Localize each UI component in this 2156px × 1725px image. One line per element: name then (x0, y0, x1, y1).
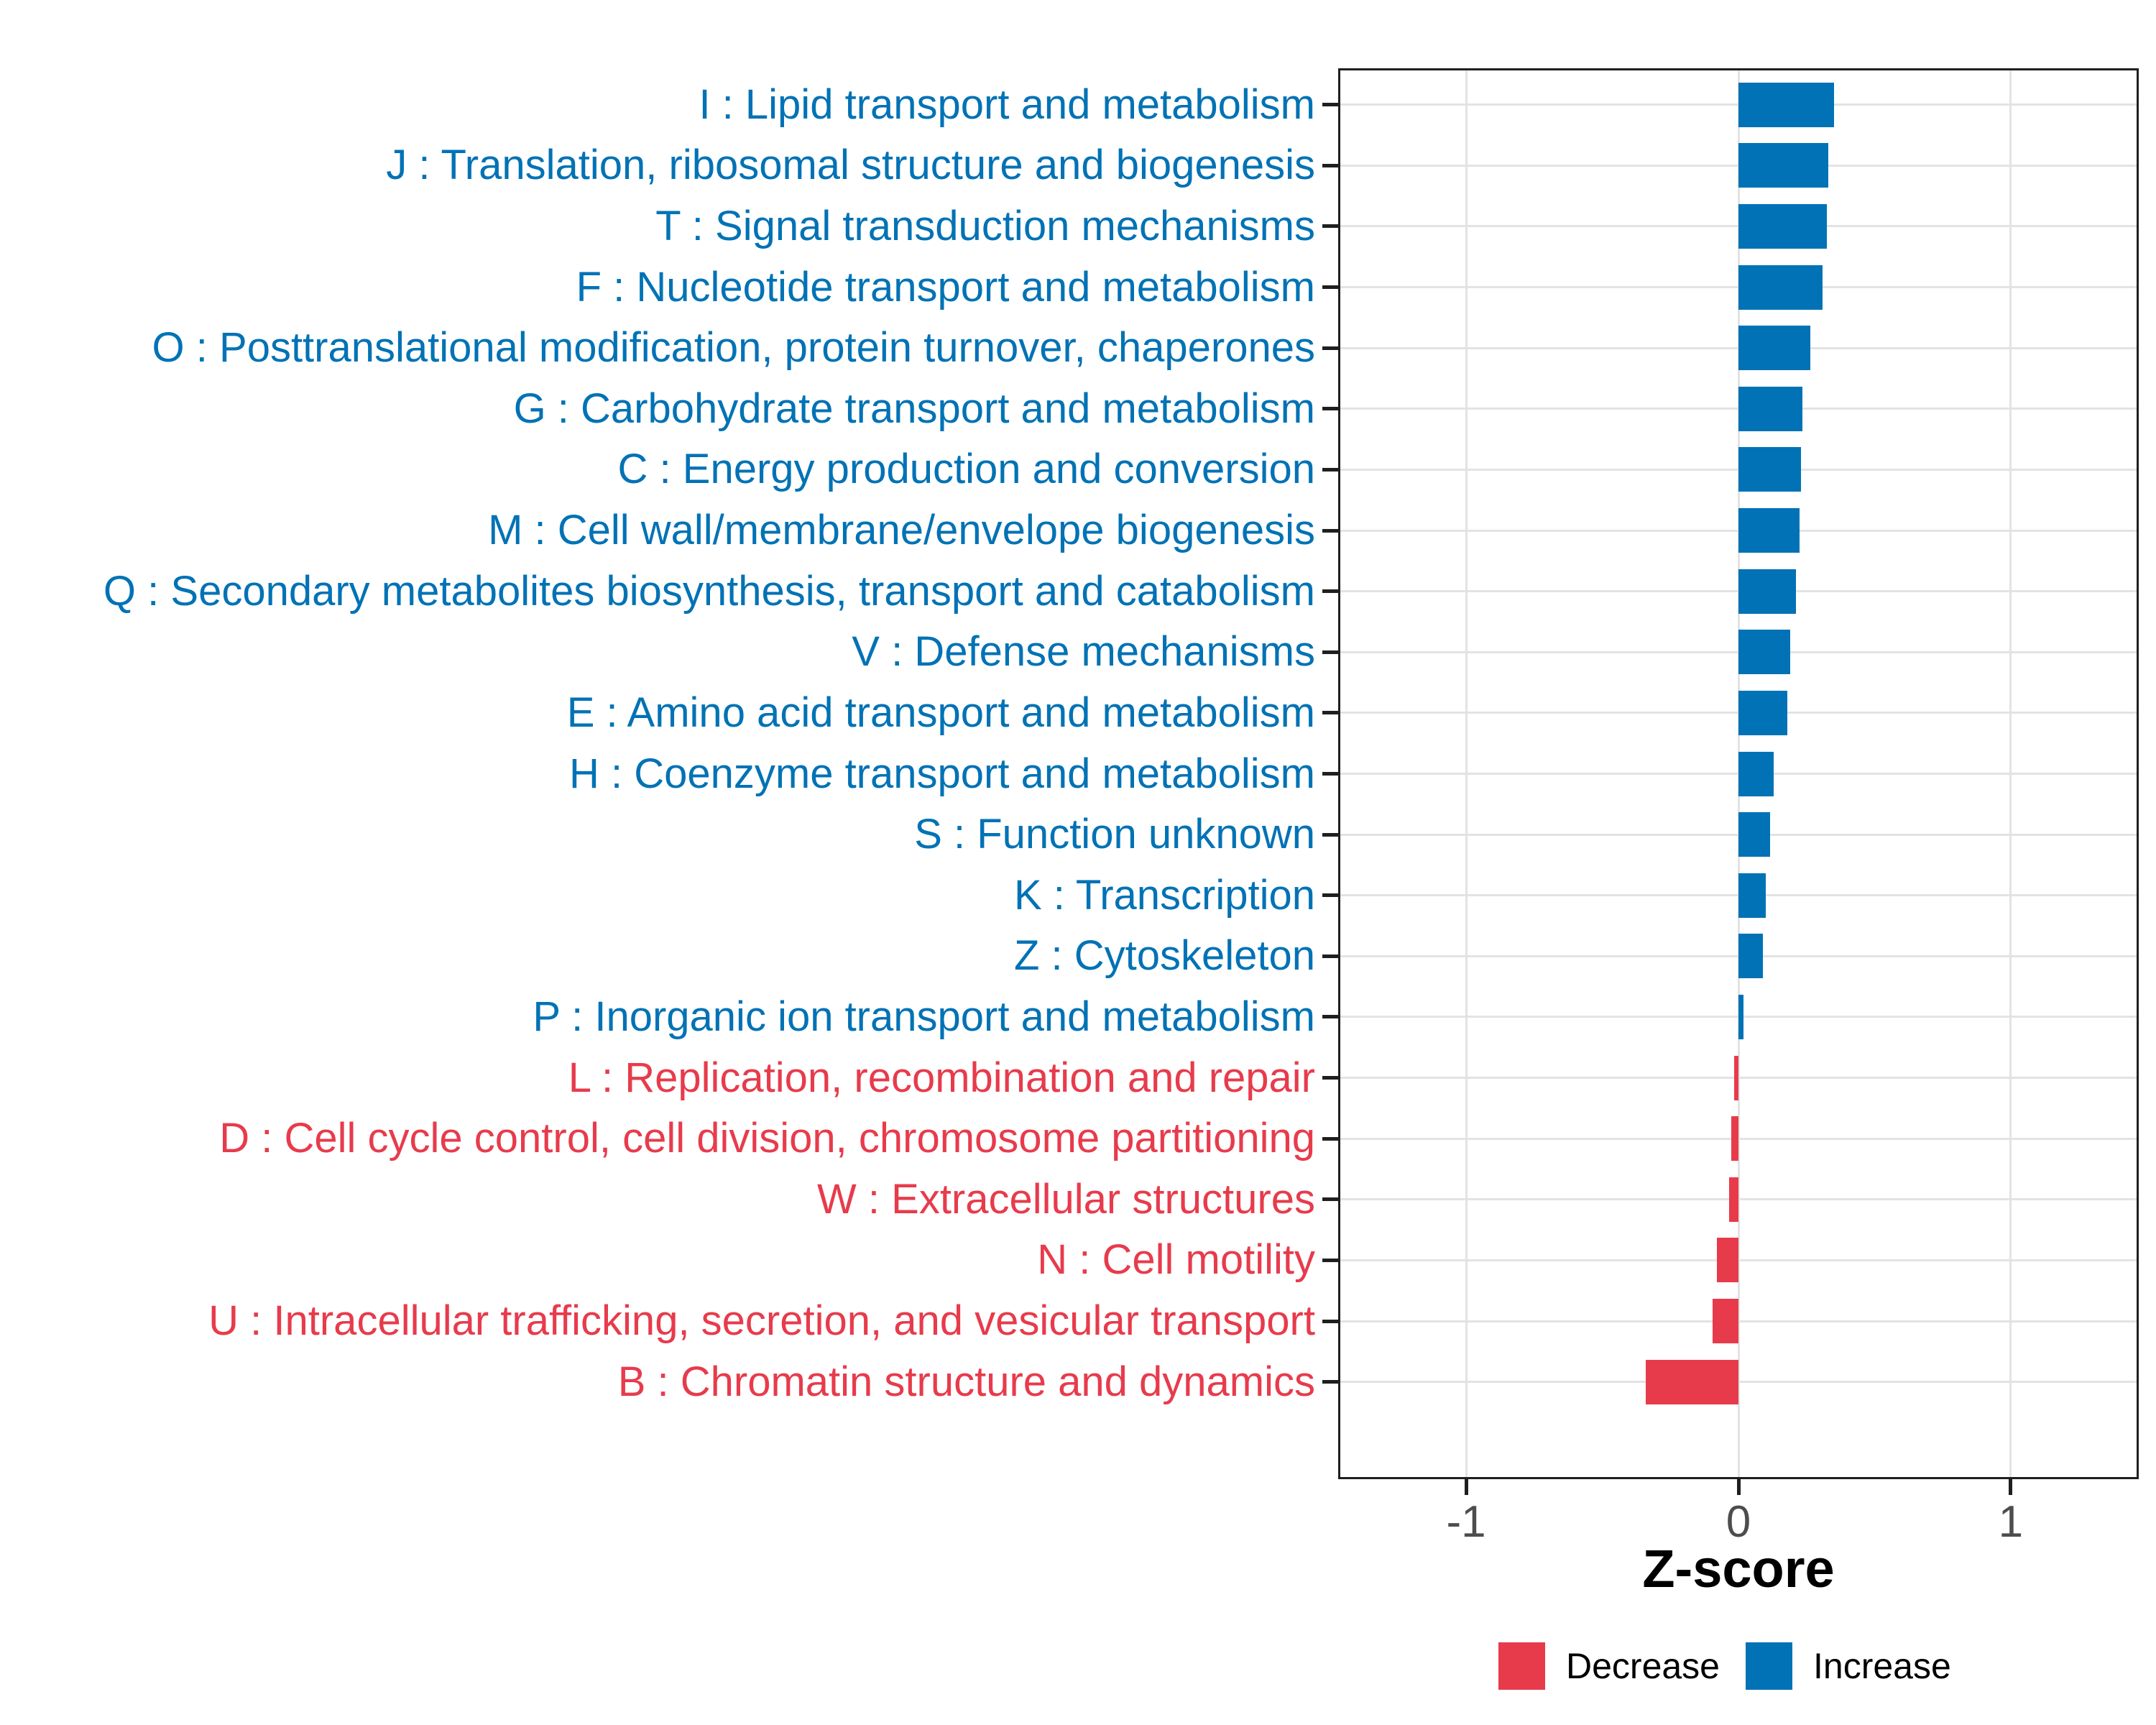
legend-item-decrease: Decrease (1498, 1642, 1720, 1690)
y-tick (1322, 711, 1338, 715)
y-tick (1322, 1076, 1338, 1080)
category-label: I : Lipid transport and metabolism (699, 80, 1315, 128)
y-tick (1322, 1319, 1338, 1323)
category-label: P : Inorganic ion transport and metaboli… (533, 993, 1315, 1041)
category-label: J : Translation, ribosomal structure and… (386, 142, 1315, 189)
y-tick (1322, 954, 1338, 958)
bar-J (1738, 143, 1829, 188)
legend-label: Decrease (1566, 1646, 1720, 1686)
category-label: Z : Cytoskeleton (1013, 932, 1315, 980)
x-tick (1464, 1479, 1468, 1495)
x-axis-title: Z-score (1642, 1539, 1835, 1598)
gridline-x (2009, 68, 2012, 1479)
x-tick-label: 0 (1726, 1497, 1751, 1547)
bar-P (1738, 994, 1743, 1039)
category-label: L : Replication, recombination and repai… (568, 1054, 1315, 1101)
bar-L (1733, 1055, 1738, 1100)
y-tick (1322, 1015, 1338, 1019)
y-tick (1322, 893, 1338, 898)
category-label: Q : Secondary metabolites biosynthesis, … (103, 567, 1315, 615)
x-tick-label: -1 (1446, 1497, 1486, 1547)
category-label: S : Function unknown (914, 811, 1315, 858)
gridline-x (1465, 68, 1468, 1479)
y-tick (1322, 589, 1338, 594)
bar-C (1738, 447, 1802, 492)
bar-K (1738, 873, 1766, 918)
y-tick (1322, 407, 1338, 411)
y-tick (1322, 467, 1338, 472)
x-tick (2009, 1479, 2013, 1495)
y-tick (1322, 224, 1338, 229)
bar-H (1738, 751, 1774, 796)
x-tick-label: 1 (1998, 1497, 2024, 1547)
legend-swatch-increase (1746, 1642, 1792, 1690)
category-label: V : Defense mechanisms (852, 628, 1315, 676)
category-label: E : Amino acid transport and metabolism (566, 689, 1315, 736)
category-label: G : Carbohydrate transport and metabolis… (513, 385, 1315, 432)
y-tick (1322, 528, 1338, 533)
y-tick (1322, 772, 1338, 776)
bar-Z (1738, 934, 1764, 979)
bar-T (1738, 203, 1828, 249)
legend-swatch-decrease (1498, 1642, 1545, 1690)
bar-I (1738, 82, 1834, 127)
bar-Q (1738, 569, 1796, 614)
bar-W (1728, 1177, 1738, 1222)
bar-U (1713, 1299, 1738, 1343)
category-label: K : Transcription (1013, 871, 1315, 919)
bar-N (1716, 1238, 1738, 1283)
category-label: T : Signal transduction mechanisms (655, 203, 1315, 250)
y-tick (1322, 285, 1338, 290)
category-label: D : Cell cycle control, cell division, c… (219, 1115, 1315, 1162)
y-tick (1322, 346, 1338, 350)
bar-S (1738, 812, 1770, 857)
y-tick (1322, 1197, 1338, 1202)
bar-E (1738, 690, 1788, 735)
y-tick (1322, 103, 1338, 107)
category-label: W : Extracellular structures (817, 1175, 1315, 1223)
category-label: C : Energy production and conversion (617, 446, 1315, 493)
bar-M (1738, 508, 1800, 553)
legend: Decrease Increase (1498, 1642, 1951, 1690)
category-label: M : Cell wall/membrane/envelope biogenes… (488, 507, 1315, 554)
category-label: N : Cell motility (1037, 1236, 1315, 1284)
y-tick (1322, 163, 1338, 167)
category-label: O : Posttranslational modification, prot… (152, 324, 1315, 372)
category-label: U : Intracellular trafficking, secretion… (208, 1297, 1315, 1345)
y-tick (1322, 1380, 1338, 1384)
category-label: H : Coenzyme transport and metabolism (569, 750, 1315, 797)
bar-B (1646, 1359, 1738, 1404)
category-label: F : Nucleotide transport and metabolism (576, 263, 1315, 310)
x-tick (1736, 1479, 1741, 1495)
y-tick (1322, 1136, 1338, 1141)
y-tick (1322, 832, 1338, 837)
legend-item-increase: Increase (1746, 1642, 1951, 1690)
bar-F (1738, 264, 1823, 310)
category-label: B : Chromatin structure and dynamics (617, 1358, 1315, 1405)
bar-V (1738, 630, 1790, 675)
y-tick (1322, 650, 1338, 654)
legend-label: Increase (1813, 1646, 1951, 1686)
bar-G (1738, 386, 1803, 431)
bar-D (1731, 1116, 1738, 1162)
bar-O (1738, 326, 1811, 371)
y-tick (1322, 1258, 1338, 1262)
